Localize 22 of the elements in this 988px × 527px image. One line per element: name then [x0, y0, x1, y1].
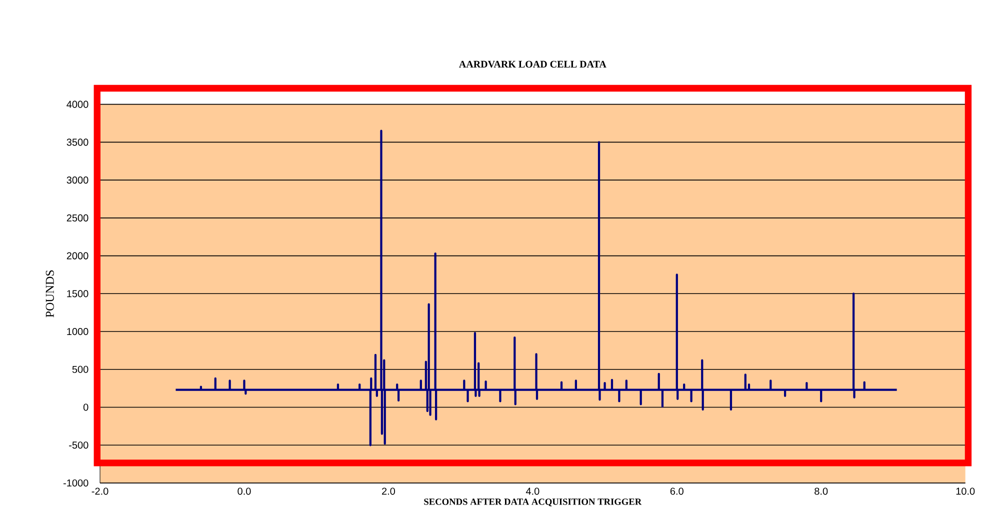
y-tick-label: 2500 — [66, 214, 88, 222]
x-tick-label: 6.0 — [670, 488, 684, 495]
x-tick-label: 2.0 — [382, 488, 396, 495]
x-tick-label: 4.0 — [526, 488, 540, 495]
y-tick-label: 1000 — [67, 328, 88, 336]
x-tick-label: 0.0 — [238, 488, 251, 495]
y-tick-label: 0 — [83, 404, 88, 411]
y-tick-label: 3500 — [66, 138, 88, 146]
y-axis-title: POUNDS — [46, 270, 54, 318]
x-tick-label: 10.0 — [956, 488, 975, 495]
y-tick-label: 4000 — [66, 100, 88, 108]
chart-title: AARDVARK LOAD CELL DATA — [459, 60, 606, 68]
x-tick-label: -2.0 — [92, 488, 108, 495]
y-tick-label: 500 — [72, 366, 88, 373]
y-tick-label: -1000 — [63, 479, 88, 487]
line-series — [174, 130, 898, 446]
x-tick-label: 8.0 — [814, 488, 828, 495]
y-tick-label: 2000 — [66, 252, 88, 260]
x-axis-title: SECONDS AFTER DATA ACQUISITION TRIGGER — [424, 498, 642, 506]
y-tick-label: -500 — [69, 442, 88, 449]
y-tick-label: 3000 — [66, 176, 88, 184]
y-tick-label: 1500 — [67, 290, 88, 298]
